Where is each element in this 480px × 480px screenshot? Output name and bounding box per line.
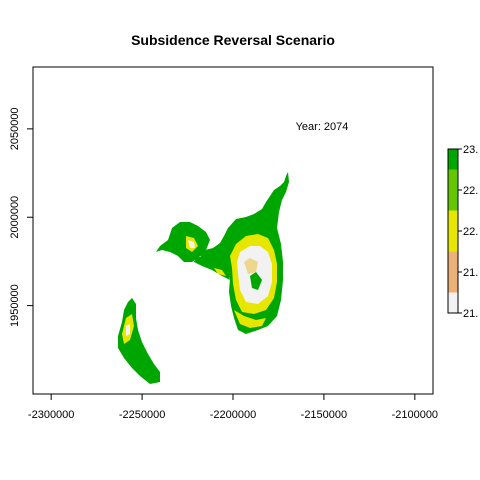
color-legend: 23. 22. 22. 21. 21.: [448, 144, 478, 320]
legend-swatch: [448, 305, 458, 310]
y-axis: 1950000 2000000 2050000: [9, 107, 33, 327]
southwest-island-core: [126, 324, 130, 336]
legend-swatch: [448, 288, 458, 293]
legend-swatch: [448, 157, 458, 162]
legend-swatch: [448, 190, 458, 195]
legend-swatch: [448, 256, 458, 261]
legend-swatch: [448, 264, 458, 269]
legend-swatch: [448, 268, 458, 273]
legend-swatch: [448, 170, 458, 175]
legend-swatch: [448, 215, 458, 220]
legend-swatch: [448, 198, 458, 203]
legend-swatch: [448, 301, 458, 306]
legend-swatch: [448, 182, 458, 187]
legend-swatch: [448, 227, 458, 232]
legend-swatch: [448, 165, 458, 170]
legend-swatch: [448, 223, 458, 228]
plot-title: Subsidence Reversal Scenario: [131, 32, 335, 48]
legend-swatch: [448, 149, 458, 154]
legend-swatch: [448, 202, 458, 207]
x-tick-label: -2200000: [210, 409, 257, 421]
legend-swatch: [448, 219, 458, 224]
legend-swatch: [448, 243, 458, 248]
x-tick-label: -2300000: [28, 409, 75, 421]
legend-tick-label: 22.: [463, 185, 478, 197]
legend-swatch: [448, 211, 458, 216]
y-tick-label: 1950000: [9, 284, 21, 327]
year-annotation: Year: 2074: [296, 121, 349, 133]
legend-swatch: [448, 194, 458, 199]
legend-tick-label: 23.: [463, 144, 478, 156]
legend-swatch: [448, 174, 458, 179]
x-axis: -2300000 -2250000 -2200000 -2150000 -2100000: [28, 394, 438, 421]
legend-tick-label: 21.: [463, 267, 478, 279]
legend-swatch: [448, 280, 458, 285]
legend-swatch: [448, 297, 458, 302]
y-tick-label: 2000000: [9, 196, 21, 239]
legend-tick-label: 21.: [463, 308, 478, 320]
legend-swatch: [448, 231, 458, 236]
legend-swatch: [448, 276, 458, 281]
legend-swatch: [448, 206, 458, 211]
legend-swatch: [448, 252, 458, 257]
x-tick-label: -2100000: [392, 409, 439, 421]
raster-layer: [118, 172, 289, 384]
y-tick-label: 2050000: [9, 107, 21, 150]
legend-swatch: [448, 272, 458, 277]
legend-swatch: [448, 235, 458, 240]
legend-swatch: [448, 239, 458, 244]
legend-swatch: [448, 186, 458, 191]
legend-swatch: [448, 284, 458, 289]
legend-swatch: [448, 153, 458, 158]
legend-swatch: [448, 293, 458, 298]
legend-swatch: [448, 161, 458, 166]
legend-swatch: [448, 260, 458, 265]
x-tick-label: -2150000: [301, 409, 348, 421]
legend-swatch: [448, 178, 458, 183]
legend-tick-label: 22.: [463, 226, 478, 238]
x-tick-label: -2250000: [119, 409, 166, 421]
legend-swatch: [448, 247, 458, 252]
